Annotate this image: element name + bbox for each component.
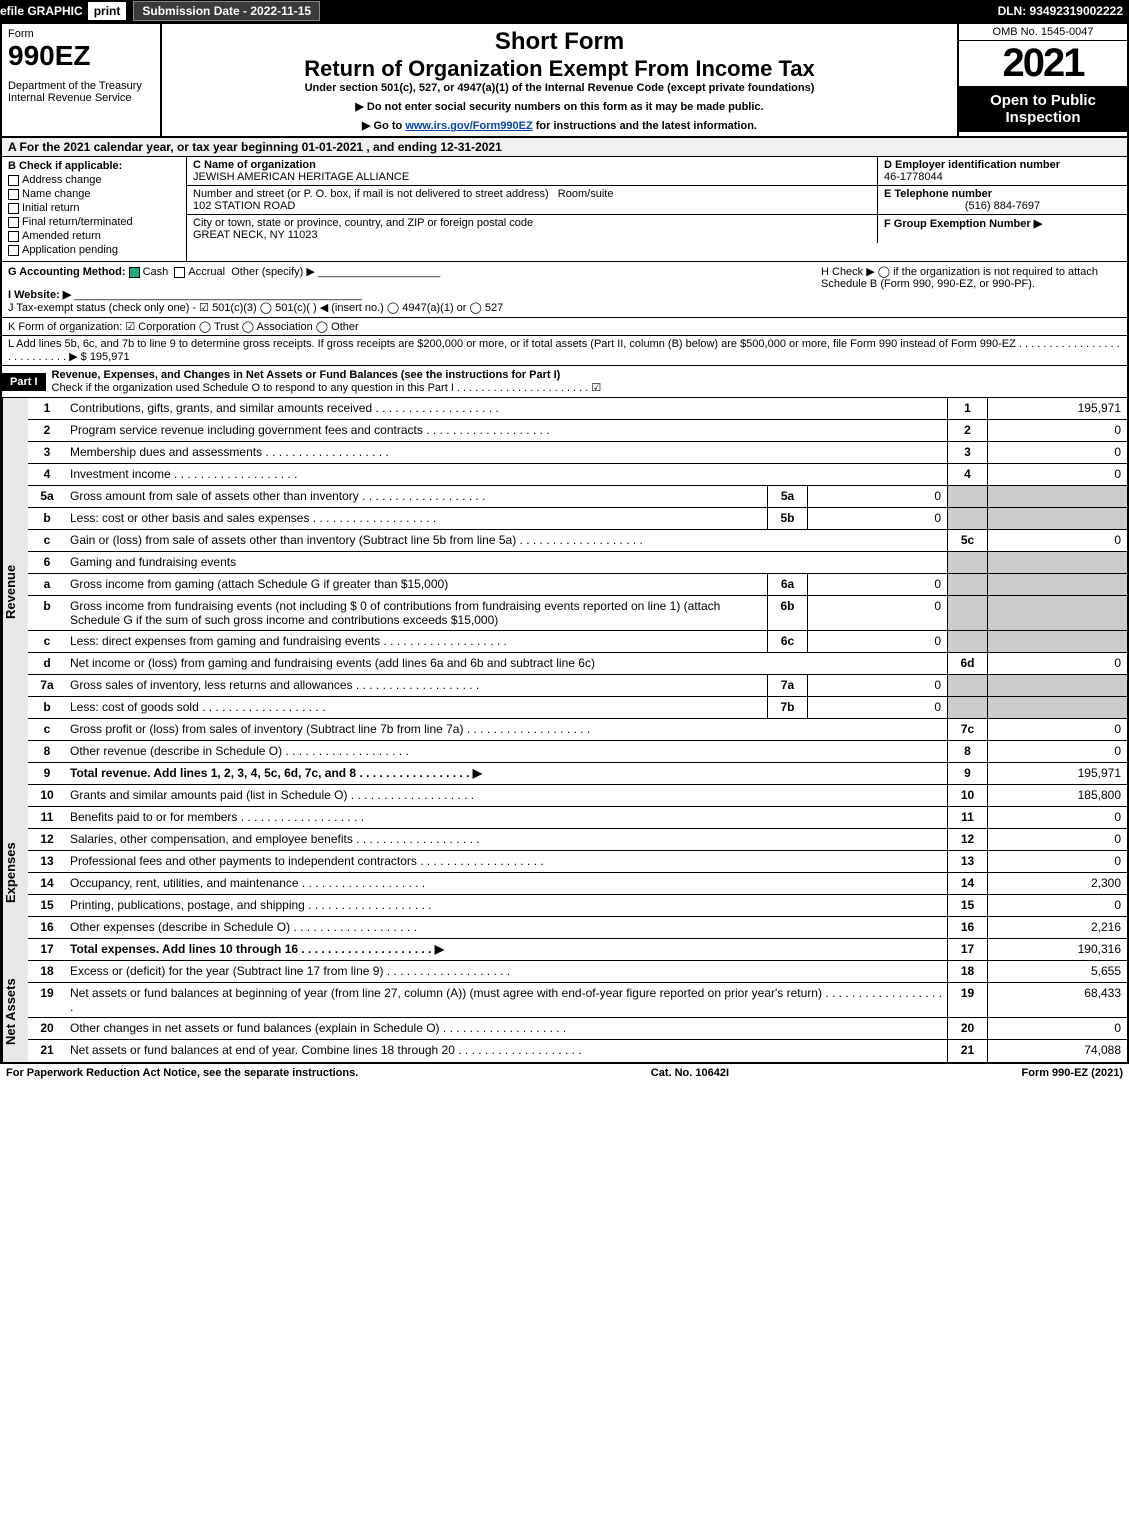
- tax-year: 2021: [959, 41, 1127, 86]
- form-container: Form 990EZ Department of the Treasury In…: [0, 22, 1129, 1064]
- line-l: L Add lines 5b, 6c, and 7b to line 9 to …: [2, 336, 1127, 366]
- page-footer: For Paperwork Reduction Act Notice, see …: [0, 1064, 1129, 1082]
- line-i: I Website: ▶ ___________________________…: [8, 288, 821, 301]
- city-block: City or town, state or province, country…: [187, 215, 877, 243]
- netassets-side-label: Net Assets: [2, 961, 28, 1062]
- ein: 46-1778044: [884, 171, 1121, 183]
- revenue-side-label: Revenue: [2, 398, 28, 785]
- addr-block: Number and street (or P. O. box, if mail…: [187, 186, 877, 214]
- header-right: OMB No. 1545-0047 2021 Open to Public In…: [957, 24, 1127, 136]
- address: 102 STATION ROAD: [193, 200, 871, 212]
- short-form-title: Short Form: [166, 28, 953, 56]
- irs-link[interactable]: www.irs.gov/Form990EZ: [405, 120, 532, 132]
- open-inspection: Open to Public Inspection: [959, 86, 1127, 132]
- org-name: JEWISH AMERICAN HERITAGE ALLIANCE: [193, 171, 871, 183]
- dln-label: DLN: 93492319002222: [998, 4, 1129, 18]
- efile-label: efile GRAPHIC: [0, 4, 83, 18]
- d-label: D Employer identification number: [884, 159, 1121, 171]
- submission-date: Submission Date - 2022-11-15: [133, 1, 320, 21]
- revenue-section: Revenue 1Contributions, gifts, grants, a…: [2, 398, 1127, 785]
- line-k: K Form of organization: ☑ Corporation ◯ …: [2, 318, 1127, 336]
- line-a: A For the 2021 calendar year, or tax yea…: [2, 138, 1127, 157]
- footer-right: Form 990-EZ (2021): [1022, 1067, 1123, 1079]
- b-title: B Check if applicable:: [8, 160, 180, 172]
- c-label: C Name of organization: [193, 159, 871, 171]
- col-b: B Check if applicable: Address change Na…: [2, 157, 187, 261]
- col-cdef: C Name of organization JEWISH AMERICAN H…: [187, 157, 1127, 261]
- header-center: Short Form Return of Organization Exempt…: [162, 24, 957, 136]
- line-g: G Accounting Method: Cash Accrual Other …: [8, 265, 821, 278]
- omb-number: OMB No. 1545-0047: [959, 24, 1127, 41]
- footer-left: For Paperwork Reduction Act Notice, see …: [6, 1067, 358, 1079]
- part1-label: Part I: [2, 373, 46, 391]
- chk-name[interactable]: Name change: [8, 188, 180, 200]
- expenses-section: Expenses 10Grants and similar amounts pa…: [2, 785, 1127, 961]
- footer-center: Cat. No. 10642I: [651, 1067, 729, 1079]
- form-word: Form: [8, 28, 154, 40]
- chk-address[interactable]: Address change: [8, 174, 180, 186]
- expenses-side-label: Expenses: [2, 785, 28, 961]
- under-section: Under section 501(c), 527, or 4947(a)(1)…: [166, 82, 953, 94]
- d-block: D Employer identification number 46-1778…: [877, 157, 1127, 185]
- chk-initial[interactable]: Initial return: [8, 202, 180, 214]
- line-j: J Tax-exempt status (check only one) - ☑…: [8, 301, 821, 314]
- dept-label: Department of the Treasury Internal Reve…: [8, 80, 154, 104]
- form-header: Form 990EZ Department of the Treasury In…: [2, 24, 1127, 138]
- netassets-section: Net Assets 18Excess or (deficit) for the…: [2, 961, 1127, 1062]
- expenses-rows: 10Grants and similar amounts paid (list …: [28, 785, 1127, 961]
- f-block: F Group Exemption Number ▶: [877, 215, 1127, 243]
- room-label: Room/suite: [558, 188, 614, 200]
- note-goto: ▶ Go to www.irs.gov/Form990EZ for instru…: [166, 119, 953, 132]
- gh-left: G Accounting Method: Cash Accrual Other …: [8, 265, 821, 314]
- chk-pending[interactable]: Application pending: [8, 244, 180, 256]
- c-name-block: C Name of organization JEWISH AMERICAN H…: [187, 157, 877, 185]
- note2-pre: ▶ Go to: [362, 120, 405, 132]
- part1-header: Part I Revenue, Expenses, and Changes in…: [2, 366, 1127, 398]
- revenue-rows: 1Contributions, gifts, grants, and simil…: [28, 398, 1127, 785]
- form-number: 990EZ: [8, 40, 154, 72]
- header-left: Form 990EZ Department of the Treasury In…: [2, 24, 162, 136]
- print-button[interactable]: print: [87, 1, 128, 21]
- chk-accrual[interactable]: [174, 267, 185, 278]
- section-gh: G Accounting Method: Cash Accrual Other …: [2, 262, 1127, 318]
- addr-label: Number and street (or P. O. box, if mail…: [193, 188, 549, 200]
- chk-final[interactable]: Final return/terminated: [8, 216, 180, 228]
- note-ssn: ▶ Do not enter social security numbers o…: [166, 100, 953, 113]
- part1-title: Revenue, Expenses, and Changes in Net As…: [46, 366, 1127, 397]
- line-h: H Check ▶ ◯ if the organization is not r…: [821, 265, 1121, 314]
- city-label: City or town, state or province, country…: [193, 217, 871, 229]
- city: GREAT NECK, NY 11023: [193, 229, 871, 241]
- netassets-rows: 18Excess or (deficit) for the year (Subt…: [28, 961, 1127, 1062]
- chk-cash[interactable]: [129, 267, 140, 278]
- e-block: E Telephone number (516) 884-7697: [877, 186, 1127, 214]
- section-bcdef: B Check if applicable: Address change Na…: [2, 157, 1127, 262]
- e-label: E Telephone number: [884, 188, 1121, 200]
- chk-amended[interactable]: Amended return: [8, 230, 180, 242]
- phone: (516) 884-7697: [884, 200, 1121, 212]
- top-bar: efile GRAPHIC print Submission Date - 20…: [0, 0, 1129, 22]
- return-title: Return of Organization Exempt From Incom…: [166, 56, 953, 82]
- f-label: F Group Exemption Number ▶: [884, 217, 1121, 230]
- note2-post: for instructions and the latest informat…: [533, 120, 757, 132]
